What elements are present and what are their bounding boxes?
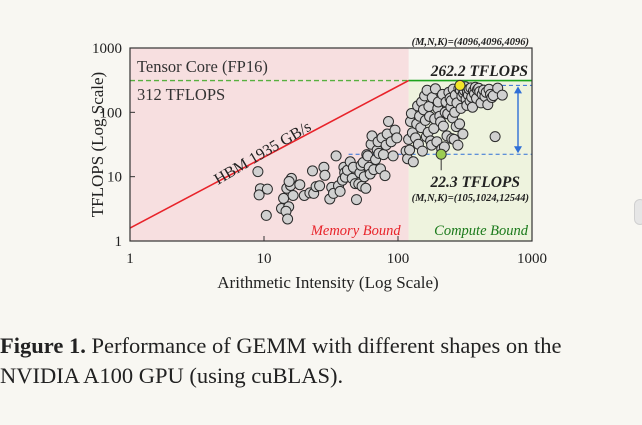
data-point bbox=[260, 209, 272, 221]
data-point bbox=[416, 145, 428, 157]
x-tick-label: 1 bbox=[126, 251, 134, 267]
bandwidth-roofline bbox=[129, 79, 409, 229]
data-point bbox=[307, 165, 318, 177]
data-point bbox=[379, 170, 391, 182]
data-point bbox=[314, 180, 326, 192]
figure-caption: Figure 1. Performance of GEMM with diffe… bbox=[0, 331, 630, 391]
y-tick-label: 10 bbox=[107, 170, 122, 186]
x-axis-label: Arithmetic Intensity (Log Scale) bbox=[217, 273, 438, 292]
min-point-value-label: 22.3 TFLOPS bbox=[429, 174, 520, 191]
data-point bbox=[387, 150, 399, 162]
y-tick-label: 1 bbox=[115, 234, 123, 250]
min-point-shape-label: (M,N,K)=(105,1024,12544) bbox=[412, 193, 529, 204]
y-tick-label: 1000 bbox=[92, 41, 122, 57]
min-point-marker bbox=[435, 148, 447, 160]
data-point bbox=[496, 89, 508, 101]
x-tick-label: 10 bbox=[257, 251, 272, 267]
data-point bbox=[253, 189, 265, 201]
data-point bbox=[282, 213, 294, 225]
data-point bbox=[287, 190, 299, 201]
data-point bbox=[283, 176, 295, 187]
compute-bound-label: Compute Bound bbox=[434, 223, 529, 239]
data-point bbox=[351, 194, 362, 206]
x-tick-label: 100 bbox=[387, 251, 410, 267]
peak-label: Tensor Core (FP16) bbox=[137, 57, 268, 76]
data-point bbox=[261, 183, 273, 195]
figure-caption-label: Figure 1. bbox=[0, 333, 86, 358]
data-point bbox=[423, 101, 435, 112]
data-point bbox=[319, 169, 331, 181]
data-point bbox=[437, 120, 449, 132]
data-point bbox=[404, 144, 416, 156]
plot-frame bbox=[129, 47, 533, 242]
peak-value-label: 312 TFLOPS bbox=[137, 85, 225, 104]
data-point bbox=[383, 116, 394, 127]
data-point bbox=[454, 118, 466, 130]
data-point bbox=[452, 139, 464, 151]
data-point bbox=[429, 83, 441, 95]
data-point bbox=[294, 179, 306, 191]
y-axis-label: TFLOPS (Log Scale) bbox=[88, 72, 107, 217]
max-point-value-label: 262.2 TFLOPS bbox=[430, 63, 528, 80]
range-arrow-head-up bbox=[514, 86, 522, 94]
data-point bbox=[334, 185, 346, 197]
memory-bound-label: Memory Bound bbox=[310, 223, 402, 239]
data-point bbox=[467, 101, 478, 113]
max-point-marker bbox=[454, 79, 466, 91]
data-point bbox=[391, 132, 403, 144]
data-point bbox=[457, 128, 469, 140]
data-point bbox=[252, 166, 264, 178]
y-tick-label: 100 bbox=[100, 105, 123, 121]
figure-caption-text: Performance of GEMM with different shape… bbox=[0, 333, 562, 388]
scrollbar-handle[interactable] bbox=[634, 199, 642, 225]
data-point bbox=[330, 150, 342, 162]
x-tick-label: 1000 bbox=[517, 251, 547, 267]
data-point bbox=[489, 131, 501, 143]
max-point-shape-label: (M,N,K)=(4096,4096,4096) bbox=[412, 37, 529, 48]
data-point bbox=[360, 182, 372, 194]
data-point bbox=[407, 156, 419, 168]
range-arrow-head-down bbox=[514, 146, 522, 154]
data-point bbox=[378, 149, 389, 161]
